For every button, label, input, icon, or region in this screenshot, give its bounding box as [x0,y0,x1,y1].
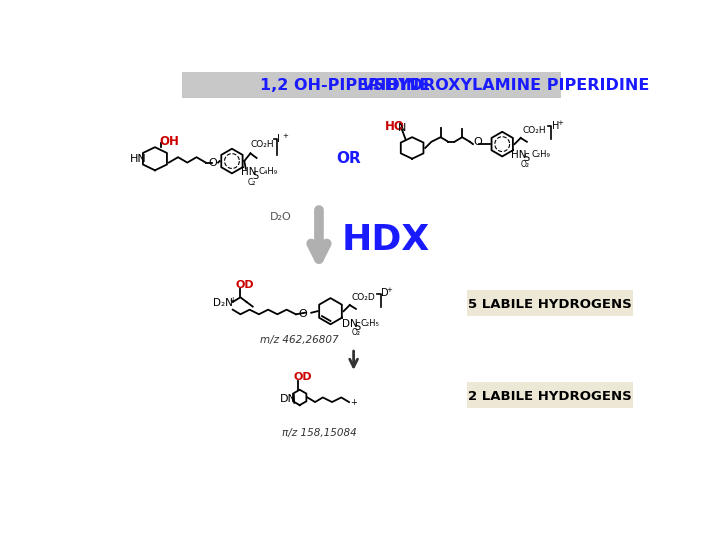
Text: 1,2 OH-PIPERIDINE: 1,2 OH-PIPERIDINE [260,78,436,93]
FancyBboxPatch shape [467,382,633,408]
Text: OD: OD [235,280,254,290]
Text: HN: HN [130,154,147,164]
FancyArrowPatch shape [311,210,327,259]
FancyBboxPatch shape [182,72,561,98]
Text: N: N [398,123,407,133]
Text: +: + [230,296,236,305]
Text: I: I [277,134,280,145]
Text: D₂N: D₂N [212,299,233,308]
Text: C₄H₉: C₄H₉ [258,167,277,177]
Text: S: S [523,153,530,163]
Text: m/z 462,26807: m/z 462,26807 [261,335,339,346]
Text: CO₂D: CO₂D [351,293,375,302]
Text: 5 LABILE HYDROGENS: 5 LABILE HYDROGENS [468,298,632,311]
Text: CO₂H: CO₂H [522,126,546,135]
Text: O₂: O₂ [521,160,530,168]
Text: OR: OR [336,151,361,166]
Text: C₂H₉: C₂H₉ [531,150,550,159]
Text: S: S [252,172,258,181]
Text: HYDROXYLAMINE PIPERIDINE: HYDROXYLAMINE PIPERIDINE [379,78,649,93]
Text: S: S [354,322,361,332]
Text: +: + [282,133,288,139]
Text: OH: OH [160,134,179,147]
FancyBboxPatch shape [467,289,633,316]
Text: CO₂H: CO₂H [251,140,274,149]
Text: +: + [386,287,392,293]
Text: 2 LABILE HYDROGENS: 2 LABILE HYDROGENS [468,390,632,403]
Text: DN: DN [279,394,297,404]
Text: HDX: HDX [342,224,431,258]
Text: H: H [552,120,559,131]
Text: O: O [298,308,307,319]
Text: O₂: O₂ [351,328,360,338]
Text: HO: HO [384,120,404,133]
Text: +: + [557,119,563,126]
Text: HN: HN [511,150,527,160]
Text: DN: DN [342,319,358,328]
Text: O: O [209,158,217,167]
Text: OD: OD [294,373,312,382]
Text: O: O [473,137,482,147]
Text: VS: VS [361,78,385,93]
Text: C₂H₅: C₂H₅ [361,319,379,328]
Text: +: + [351,397,357,407]
Text: π/z 158,15084: π/z 158,15084 [282,428,356,438]
FancyArrowPatch shape [350,351,358,367]
Text: C₂: C₂ [248,178,256,187]
Text: D₂O: D₂O [269,212,292,222]
Text: D: D [382,288,389,298]
Text: HN: HN [241,167,257,177]
